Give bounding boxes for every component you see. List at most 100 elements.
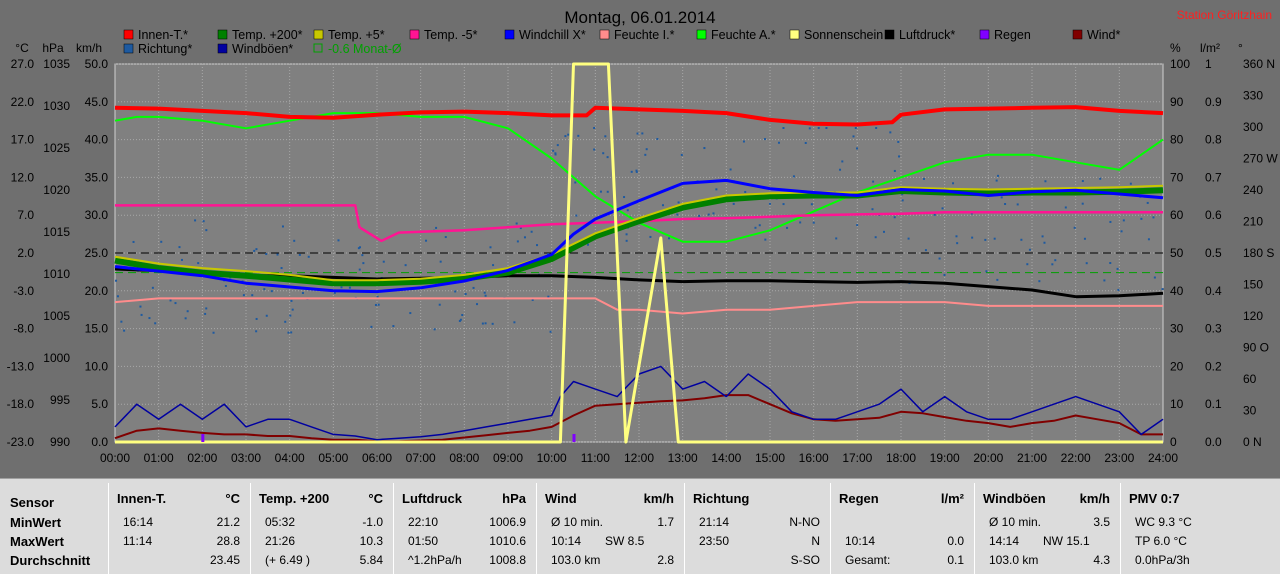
direction-point [1043, 241, 1046, 244]
direction-point [333, 291, 336, 294]
column-header: Luftdruck hPa [402, 491, 526, 509]
direction-point [531, 298, 534, 301]
tick-label-temp: 12.0 [11, 170, 35, 184]
table-row: 103.0 km 2.8 [545, 553, 674, 571]
direction-point [971, 236, 974, 239]
direction-point [464, 292, 467, 295]
direction-point [933, 213, 936, 216]
direction-point [715, 188, 718, 191]
tick-label-time: 08:00 [449, 451, 479, 465]
table-row: 21:26 10.3 [259, 534, 383, 552]
tick-label-pct: 40 [1170, 284, 1184, 298]
direction-point [251, 294, 254, 297]
tick-label-time: 22:00 [1061, 451, 1091, 465]
direction-point [985, 270, 988, 273]
tick-label-press: 990 [50, 435, 70, 449]
direction-point [782, 203, 785, 206]
direction-point [116, 295, 119, 298]
cell-a: WC 9.3 °C [1135, 515, 1192, 529]
direction-point [554, 152, 557, 155]
direction-point [586, 243, 589, 246]
direction-point [668, 237, 671, 240]
cell-a: Ø 10 min. [989, 515, 1042, 529]
right-axis-unit: % [1170, 41, 1181, 55]
direction-point [337, 239, 340, 242]
direction-point [154, 322, 157, 325]
cell-b: SW 8.5 [605, 534, 645, 548]
direction-point [604, 135, 607, 138]
tick-label-press: 1025 [43, 141, 70, 155]
table-column: Temp. +200 °C 05:32 -1.0 21:26 10.3 (+ 6.49 ) 5… [250, 483, 393, 574]
direction-point [377, 303, 380, 306]
legend-swatch [123, 29, 134, 40]
direction-point [1004, 203, 1007, 206]
direction-point [635, 170, 638, 173]
series-line [114, 365, 1164, 441]
direction-point [444, 236, 447, 239]
table-column: Innen-T. °C 16:14 21.2 11:14 28.8 23.45 [108, 483, 250, 574]
cell-a: 21:14 [699, 515, 730, 529]
table-row: 103.0 km 4.3 [983, 553, 1110, 571]
direction-point [435, 226, 438, 229]
direction-point [224, 284, 227, 287]
direction-point [186, 310, 189, 313]
direction-point [1083, 237, 1086, 240]
direction-point [491, 322, 494, 325]
column-unit: km/h [643, 491, 674, 506]
direction-point [370, 325, 373, 328]
cell-a: ^1.2hPa/h [408, 553, 462, 567]
tick-label-pct: 10 [1170, 397, 1184, 411]
direction-point [554, 153, 557, 156]
direction-point [635, 169, 638, 172]
legend-swatch [123, 43, 134, 54]
column-unit: °C [225, 491, 240, 506]
direction-point [852, 135, 855, 138]
cell-c: 1008.8 [489, 553, 526, 567]
tick-label-time: 09:00 [493, 451, 523, 465]
rain-mark [572, 434, 576, 442]
legend-label: Regen [994, 28, 1031, 42]
direction-point [361, 254, 364, 257]
tick-label-temp: 27.0 [11, 57, 35, 71]
tick-label-direction: 210 [1243, 215, 1263, 229]
tick-label-time: 03:00 [231, 451, 261, 465]
column-header: PMV 0:7 [1129, 491, 1270, 509]
tick-label-time: 11:00 [581, 451, 610, 465]
series-line [114, 105, 1164, 127]
table-column: Windböen km/h Ø 10 min. 3.5 14:14 NW 15.1 103.… [974, 483, 1120, 574]
tick-label-time: 15:00 [755, 451, 785, 465]
tick-label-kmh: 40.0 [85, 133, 109, 147]
tick-label-time: 23:00 [1104, 451, 1134, 465]
direction-point [382, 260, 385, 263]
tick-label-pct: 50 [1170, 246, 1184, 260]
tick-label-press: 1015 [43, 225, 70, 239]
direction-point [897, 140, 900, 143]
table-row: ^1.2hPa/h 1008.8 [402, 553, 526, 571]
direction-point [777, 141, 780, 144]
legend-swatch [313, 29, 324, 40]
series-line [115, 204, 1163, 243]
direction-point [1117, 288, 1120, 291]
series-line [115, 62, 1163, 444]
direction-point [599, 190, 602, 193]
table-row: TP 6.0 °C [1129, 534, 1270, 552]
direction-point [835, 237, 838, 240]
direction-point [901, 199, 904, 202]
direction-point [180, 258, 183, 261]
direction-point [1073, 226, 1076, 229]
direction-point [680, 153, 683, 156]
direction-point [1044, 180, 1047, 183]
tick-label-time: 19:00 [930, 451, 960, 465]
direction-point [298, 253, 301, 256]
tick-label-time: 13:00 [668, 451, 698, 465]
series-line [114, 394, 1163, 443]
left-axis-unit: °C [15, 41, 29, 55]
tick-label-direction: 360 N [1243, 57, 1275, 71]
direction-point [938, 257, 941, 260]
direction-point [148, 317, 151, 320]
direction-point [732, 202, 735, 205]
direction-point [841, 160, 844, 163]
tick-label-time: 21:00 [1017, 451, 1047, 465]
table-row: (+ 6.49 ) 5.84 [259, 553, 383, 571]
legend-label: Innen-T.* [138, 28, 188, 42]
